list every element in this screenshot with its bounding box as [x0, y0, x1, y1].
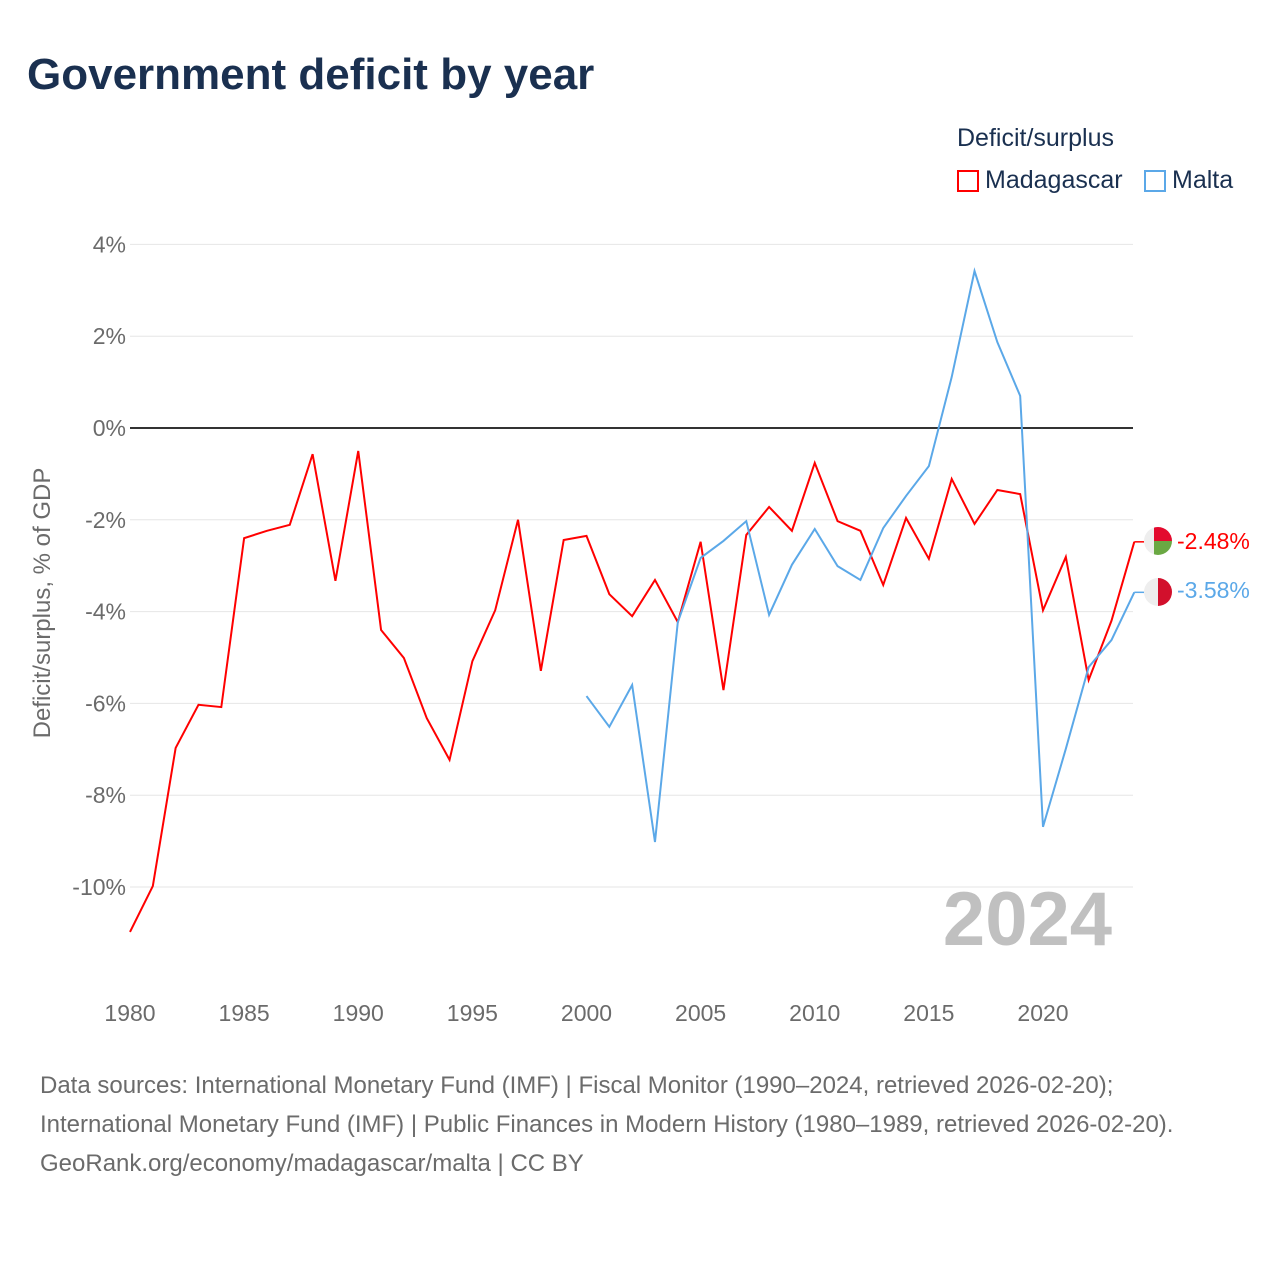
- footer: Data sources: International Monetary Fun…: [40, 1066, 1240, 1183]
- y-tick-label: 2%: [93, 323, 126, 349]
- y-tick-label: -6%: [85, 690, 126, 716]
- legend-swatch-madagascar: [957, 169, 979, 192]
- y-tick-label: 0%: [93, 415, 126, 441]
- x-tick-label: 1980: [104, 1000, 155, 1026]
- legend-item-malta[interactable]: Malta: [1144, 166, 1233, 195]
- series-line-malta: [585, 267, 1136, 843]
- chart-title: Government deficit by year: [27, 50, 595, 99]
- x-tick-label: 2005: [675, 1000, 726, 1026]
- legend-swatch-malta: [1144, 169, 1166, 192]
- malta-end-label: -3.58%: [1177, 577, 1250, 603]
- y-tick-label: -8%: [85, 782, 126, 808]
- y-tick-label: -2%: [85, 507, 126, 533]
- legend-label: Madagascar: [985, 166, 1123, 194]
- legend-label: Malta: [1172, 166, 1234, 194]
- legend-item-madagascar[interactable]: Madagascar: [957, 166, 1123, 195]
- x-tick-label: 2015: [903, 1000, 954, 1026]
- gridlines: [130, 243, 1133, 888]
- x-axis-ticks: 1980 1985 1990 1995 2000 2005 2010 2015 2020: [104, 1000, 1068, 1026]
- malta-flag-icon: [1144, 578, 1172, 606]
- data-sources: Data sources: International Monetary Fun…: [40, 1072, 1174, 1138]
- madagascar-end-label: -2.48%: [1177, 528, 1250, 554]
- legend-title: Deficit/surplus: [957, 124, 1114, 152]
- y-tick-label: -10%: [72, 874, 126, 900]
- x-tick-label: 1995: [447, 1000, 498, 1026]
- x-tick-label: 2010: [789, 1000, 840, 1026]
- y-tick-label: 4%: [93, 231, 126, 257]
- y-tick-label: -4%: [85, 599, 126, 625]
- x-tick-label: 1985: [219, 1000, 270, 1026]
- series-lines: [129, 267, 1144, 933]
- x-tick-label: 2000: [561, 1000, 612, 1026]
- y-axis-label: Deficit/surplus, % of GDP: [29, 468, 56, 739]
- y-axis-ticks: 4% 2% 0% -2% -4% -6% -8% -10%: [72, 231, 126, 900]
- x-tick-label: 1990: [333, 1000, 384, 1026]
- year-watermark: 2024: [943, 877, 1112, 962]
- madagascar-flag-icon: [1144, 527, 1172, 555]
- x-tick-label: 2020: [1017, 1000, 1068, 1026]
- credit-link[interactable]: GeoRank.org/economy/madagascar/malta | C…: [40, 1150, 584, 1177]
